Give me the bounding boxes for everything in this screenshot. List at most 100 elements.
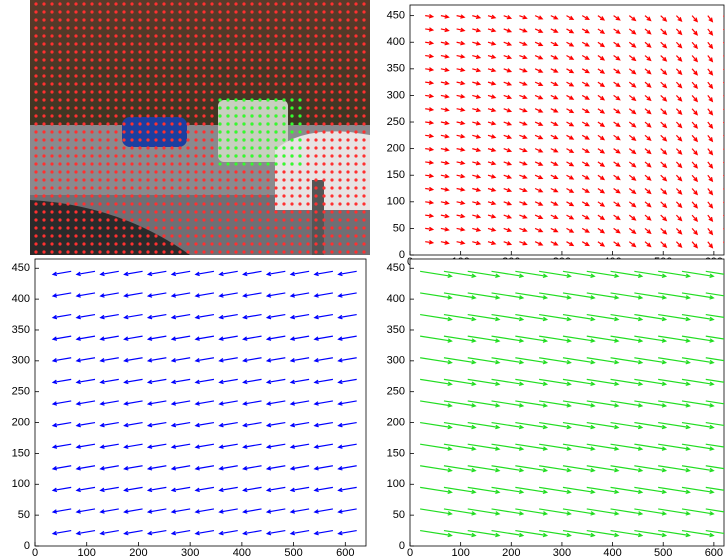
arrow	[443, 270, 477, 279]
arrow	[194, 486, 215, 493]
arrow	[456, 27, 466, 33]
arrow	[467, 400, 501, 408]
arrow	[660, 81, 668, 89]
arrow	[425, 146, 435, 152]
arrow	[534, 81, 544, 87]
arrow	[456, 67, 466, 72]
arrow	[51, 421, 72, 428]
y-tick-label: 50	[393, 222, 405, 234]
arrow	[539, 443, 572, 451]
arrow	[658, 443, 691, 451]
x-tick-label: 300	[553, 547, 571, 558]
arrow	[170, 465, 191, 471]
arrow	[170, 313, 191, 320]
arrow	[194, 465, 215, 471]
arrow	[337, 292, 357, 298]
arrow	[681, 270, 715, 279]
y-tick-label: 250	[387, 386, 405, 398]
arrow	[581, 41, 590, 47]
arrow	[566, 94, 575, 100]
arrow	[660, 227, 668, 235]
y-tick-label: 450	[12, 262, 30, 274]
arrow	[75, 508, 96, 514]
arrow	[634, 465, 668, 473]
arrow	[487, 27, 497, 33]
arrow	[707, 188, 714, 196]
arrow	[566, 134, 575, 140]
arrow	[660, 134, 668, 142]
arrow	[218, 378, 238, 385]
arrow	[660, 41, 668, 49]
arrow	[420, 378, 453, 387]
arrow	[658, 335, 691, 343]
arrow	[675, 121, 683, 129]
arrow	[443, 443, 477, 451]
arrow	[218, 292, 238, 298]
arrow	[472, 240, 482, 246]
y-tick-label: 250	[12, 386, 30, 398]
arrow	[539, 378, 572, 387]
arrow	[581, 68, 590, 74]
arrow	[194, 400, 215, 406]
arrow	[691, 134, 699, 143]
arrow	[613, 214, 621, 221]
arrow	[634, 486, 668, 495]
arrow	[265, 292, 286, 298]
arrow	[681, 378, 715, 387]
y-tick-label: 350	[12, 324, 30, 336]
arrow	[534, 121, 544, 126]
arrow	[218, 508, 238, 514]
arrow	[265, 486, 286, 493]
y-tick-label: 0	[24, 540, 30, 552]
arrow	[194, 443, 215, 449]
arrow	[218, 486, 238, 493]
arrow	[472, 41, 482, 46]
arrow	[628, 174, 637, 181]
arrow	[242, 486, 262, 493]
arrow	[420, 313, 453, 322]
arrow	[660, 15, 668, 22]
arrow	[515, 486, 549, 495]
x-tick-label: 600	[705, 547, 723, 558]
arrow	[456, 94, 466, 99]
arrow	[472, 187, 482, 192]
arrow	[491, 400, 525, 408]
arrow	[289, 508, 310, 514]
arrow	[597, 94, 606, 101]
arrow	[681, 421, 715, 430]
arrow	[289, 378, 310, 385]
arrow	[440, 213, 450, 219]
arrow	[705, 486, 724, 491]
arrow	[634, 443, 668, 451]
arrow	[658, 486, 691, 495]
arrow	[146, 443, 167, 449]
arrow	[581, 148, 590, 154]
arrow	[519, 41, 528, 46]
arrow	[562, 421, 596, 430]
arrow	[337, 357, 357, 363]
arrow	[456, 120, 466, 126]
arrow	[534, 161, 544, 166]
arrow	[123, 529, 143, 536]
arrow	[472, 147, 482, 153]
arrow	[425, 107, 435, 112]
arrow	[613, 201, 621, 207]
arrow	[170, 400, 191, 406]
arrow	[705, 508, 724, 513]
arrow	[534, 134, 544, 140]
arrow	[123, 335, 143, 341]
arrow	[586, 357, 620, 365]
arrow	[707, 121, 714, 129]
arrow	[597, 68, 606, 74]
arrow	[170, 270, 191, 277]
arrow	[313, 313, 334, 320]
arrow	[170, 292, 191, 298]
arrow	[705, 465, 724, 470]
arrow	[597, 201, 606, 207]
arrow	[562, 357, 596, 365]
arrow	[562, 335, 596, 343]
arrow	[337, 335, 357, 341]
x-tick-label: 100	[78, 547, 96, 558]
arrow	[515, 421, 549, 430]
arrow	[628, 148, 637, 155]
